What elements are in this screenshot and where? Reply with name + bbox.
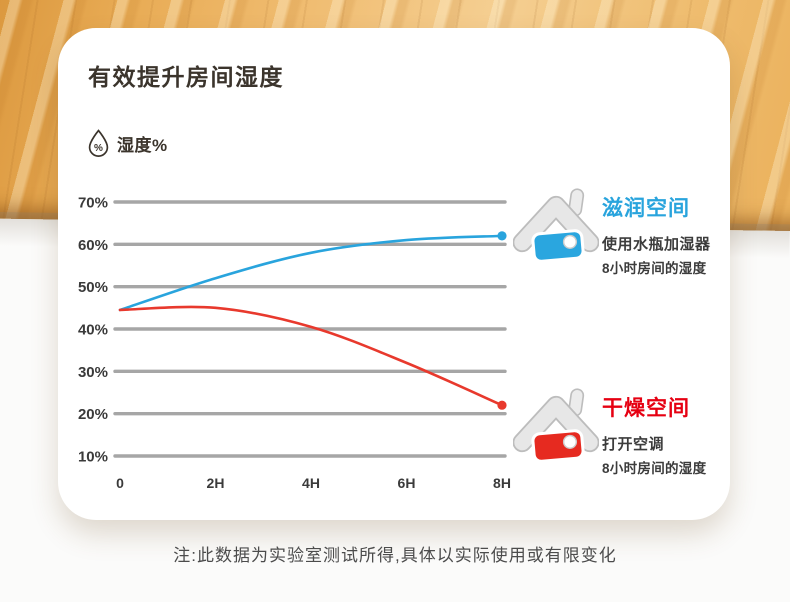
svg-text:70%: 70%: [78, 195, 108, 212]
svg-text:2H: 2H: [207, 475, 225, 491]
house-icon: [513, 188, 599, 262]
svg-text:4H: 4H: [302, 475, 320, 491]
house-knob: [562, 434, 578, 449]
legend-moist-text: 滋润空间 使用水瓶加湿器 8小时房间的湿度: [602, 186, 711, 277]
page-title: 有效提升房间湿度: [88, 64, 284, 90]
svg-text:0: 0: [116, 475, 124, 491]
water-drop-percent-icon: %: [88, 129, 109, 157]
svg-text:50%: 50%: [78, 279, 108, 296]
house-knob: [562, 234, 578, 249]
unit-row: % 湿度%: [87, 129, 168, 157]
svg-text:20%: 20%: [78, 406, 108, 423]
house-body: [531, 229, 585, 262]
svg-text:6H: 6H: [398, 475, 416, 491]
house-icon: [513, 388, 599, 462]
legend-dry: 干燥空间 打开空调 8小时房间的湿度: [513, 386, 706, 477]
svg-text:10%: 10%: [78, 449, 108, 466]
legend-dry-title: 干燥空间: [602, 397, 690, 420]
unit-label: 湿度%: [117, 135, 168, 155]
footnote: 注:此数据为实验室测试所得,具体以实际使用或有限变化: [173, 546, 617, 565]
legend-dry-desc2: 8小时房间的湿度: [602, 461, 707, 476]
svg-text:%: %: [94, 143, 103, 154]
svg-text:30%: 30%: [78, 364, 108, 381]
legend-moist: 滋润空间 使用水瓶加湿器 8小时房间的湿度: [513, 186, 711, 277]
legend-moist-desc1: 使用水瓶加湿器: [602, 236, 711, 253]
svg-text:8H: 8H: [493, 475, 511, 491]
svg-text:40%: 40%: [78, 322, 108, 339]
legend-dry-desc1: 打开空调: [602, 436, 665, 453]
legend-moist-title: 滋润空间: [602, 197, 690, 220]
infographic-card: 有效提升房间湿度 % 湿度% 70% 60% 50% 40% 30% 20% 10% 0 2H 4…: [58, 28, 730, 520]
legend-dry-text: 干燥空间 打开空调 8小时房间的湿度: [602, 386, 706, 477]
legend-moist-desc2: 8小时房间的湿度: [602, 261, 707, 276]
house-body: [531, 429, 585, 462]
svg-text:60%: 60%: [78, 237, 108, 254]
